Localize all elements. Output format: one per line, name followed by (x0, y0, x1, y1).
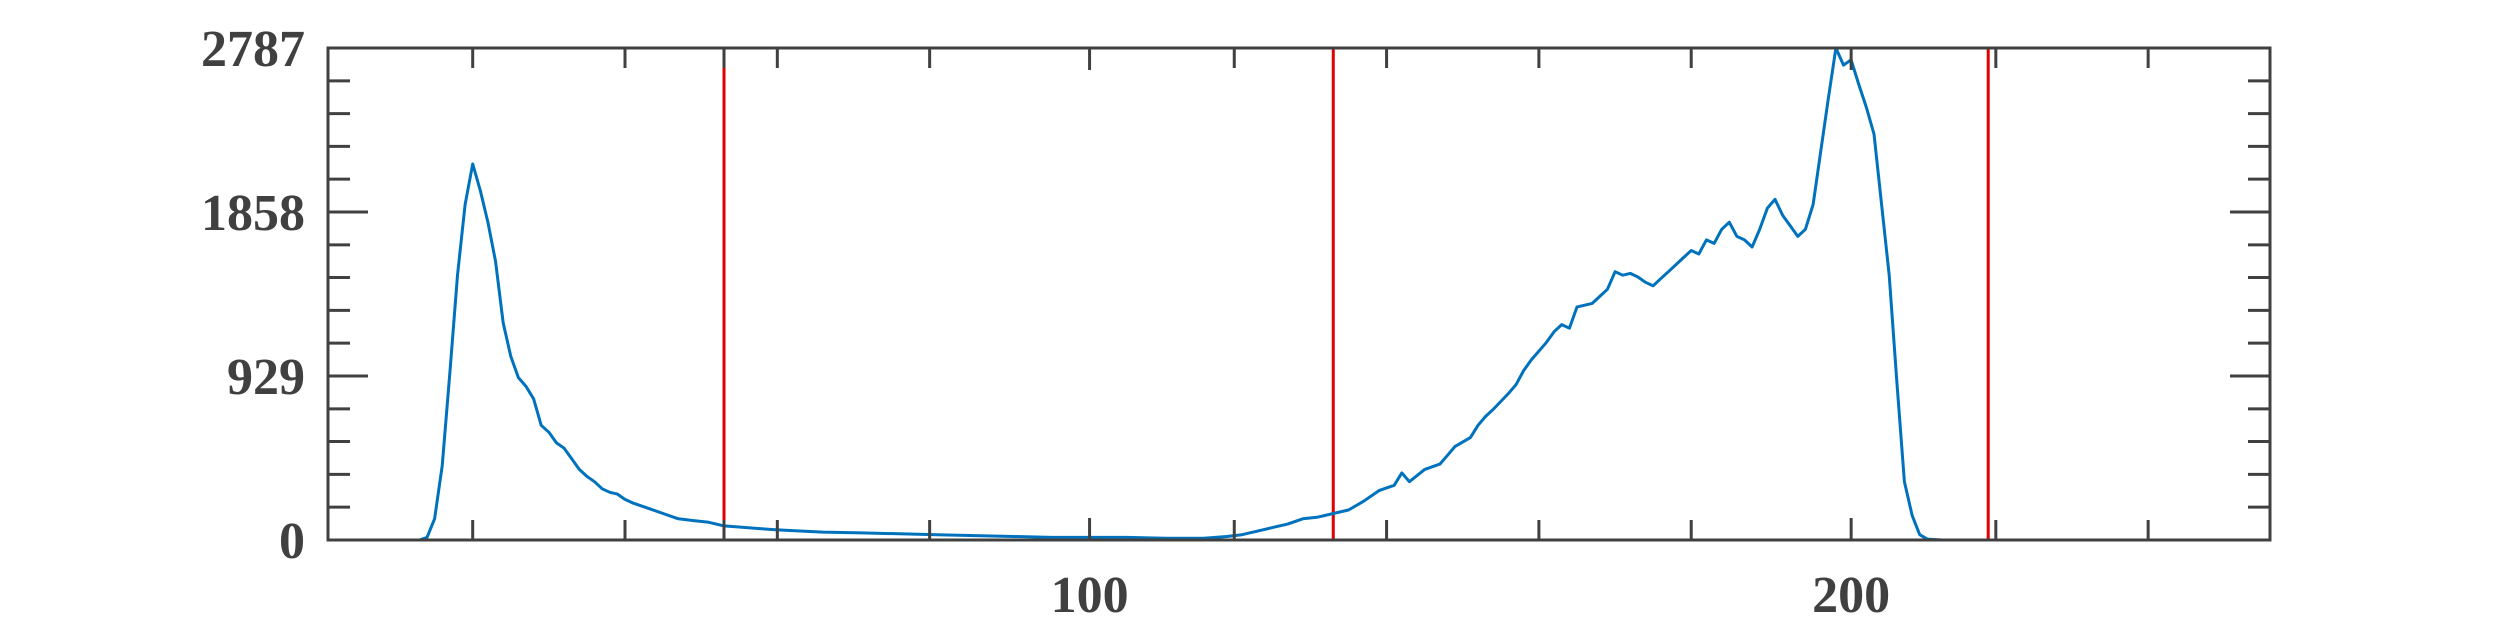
plot-frame (326, 46, 2272, 542)
axes-layer (326, 46, 2272, 542)
series-layer (328, 46, 2270, 542)
threshold-lines-layer (722, 48, 1990, 540)
x-tick-label: 200 (1812, 567, 1890, 624)
histogram-series-line (328, 46, 2270, 542)
x-tick-label: 100 (1051, 567, 1129, 624)
y-tick-label: 1858 (201, 185, 305, 242)
y-tick-label: 2787 (201, 21, 305, 78)
tick-labels-layer: 100 200 0 929 1858 2787 (201, 21, 1890, 624)
y-tick-label: 0 (279, 513, 305, 570)
ticks-layer (328, 46, 2270, 542)
y-tick-label: 929 (227, 349, 305, 406)
